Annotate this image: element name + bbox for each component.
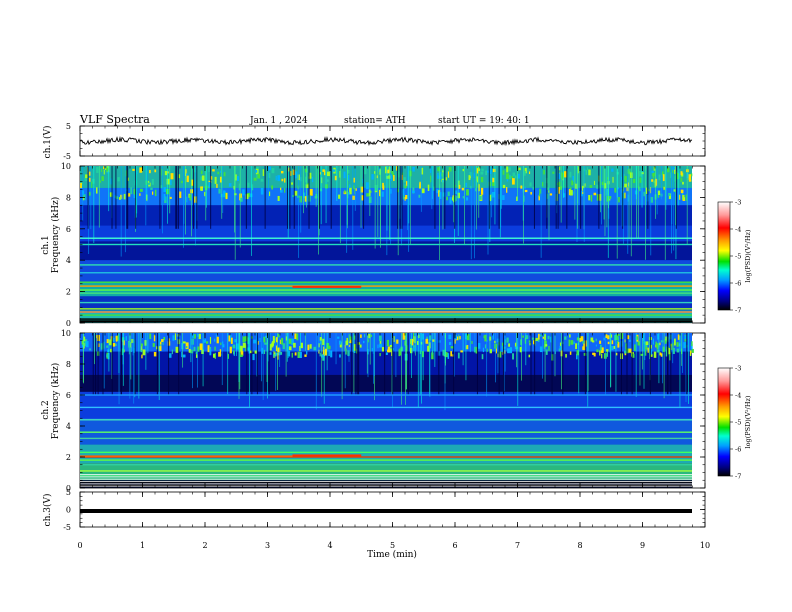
x-tick-label: 1 (140, 541, 145, 550)
ch1-spectrogram-tick-label: 2 (66, 288, 71, 297)
ch1-waveform-tick-label: 5 (66, 122, 71, 131)
ch3-waveform-ylabel: ch.3(V) (42, 494, 53, 527)
ch1-waveform-tick-label: -5 (63, 152, 71, 161)
ch1-colorbar: -3 -4 -5 -6 -7 log(PSD)(V²/Hz) (717, 199, 752, 315)
ch1-spectrogram-ylabel-line2: Frequency (kHz) (50, 197, 61, 274)
colorbar-tick-label: -7 (735, 473, 741, 481)
ch1-waveform-ylabel: ch.1(V) (42, 126, 53, 159)
ch2-colorbar: -3 -4 -5 -6 -7 log(PSD)(V²/Hz) (717, 365, 752, 481)
ch2-spectrogram-image (80, 333, 694, 488)
colorbar-tick-label: -5 (735, 419, 741, 427)
ch2-spectrogram-ylabel-line1: ch.2 (41, 400, 51, 419)
x-tick-label: 8 (577, 541, 582, 550)
colorbar-tick-label: -4 (735, 226, 741, 234)
ch3-waveform-line (80, 509, 692, 513)
ch2-spectrogram-tick-label: 10 (61, 329, 71, 338)
ch1-spectrogram-tick-label: 6 (66, 225, 71, 234)
colorbar-tick-label: -6 (735, 280, 741, 288)
ch1-spectrogram-ylabel-line1: ch.1 (41, 235, 51, 254)
colorbar-gradient (717, 201, 731, 311)
colorbar-label: log(PSD)(V²/Hz) (744, 395, 752, 448)
ch3-waveform-tick-label: -5 (63, 523, 71, 532)
x-axis-label: Time (min) (367, 549, 417, 560)
x-tick-label: 2 (202, 541, 207, 550)
ch2-spectrogram-tick-label: 4 (66, 422, 71, 431)
ch2-spectrogram-tick-label: 6 (66, 391, 71, 400)
colorbar-label: log(PSD)(V²/Hz) (744, 229, 752, 282)
station-label: station= ATH (344, 116, 406, 126)
chart-title: VLF Spectra (79, 113, 150, 126)
start-time-label: start UT = 19: 40: 1 (438, 116, 530, 126)
x-tick-label: 4 (327, 541, 332, 550)
colorbar-tick-label: -6 (735, 446, 741, 454)
ch2-spectrogram-tick-label: 8 (66, 360, 71, 369)
colorbar-tick-label: -7 (735, 307, 741, 315)
x-tick-label: 0 (77, 541, 82, 550)
ch3-waveform-tick-label: 0 (66, 506, 71, 515)
colorbar-tick-label: -3 (735, 199, 741, 207)
ch2-spectrogram-tick-label: 0 (66, 484, 71, 493)
ch3-waveform-tick-label: 5 (66, 488, 71, 497)
colorbar-tick-label: -4 (735, 392, 741, 400)
date-label: Jan. 1 , 2024 (249, 116, 308, 126)
ch1-spectrogram-image (80, 166, 693, 327)
x-tick-label: 6 (452, 541, 457, 550)
ch1-spectrogram-tick-label: 10 (61, 162, 71, 171)
ch2-spectrogram-ylabel-line2: Frequency (kHz) (50, 363, 61, 440)
ch1-spectrogram-tick-label: 4 (66, 256, 71, 265)
ch1-spectrogram-tick-label: 8 (66, 193, 71, 202)
colorbar-tick-label: -5 (735, 253, 741, 261)
colorbar-tick-label: -3 (735, 365, 741, 373)
ch2-spectrogram-tick-label: 2 (66, 453, 71, 462)
x-tick-label: 10 (700, 541, 710, 550)
colorbar-gradient (717, 367, 731, 477)
x-tick-label: 9 (640, 541, 645, 550)
x-tick-label: 5 (390, 541, 395, 550)
ch1-spectrogram-tick-label: 0 (66, 319, 71, 328)
x-tick-label: 7 (515, 541, 520, 550)
x-tick-label: 3 (265, 541, 270, 550)
ch1-waveform-line (79, 135, 693, 147)
